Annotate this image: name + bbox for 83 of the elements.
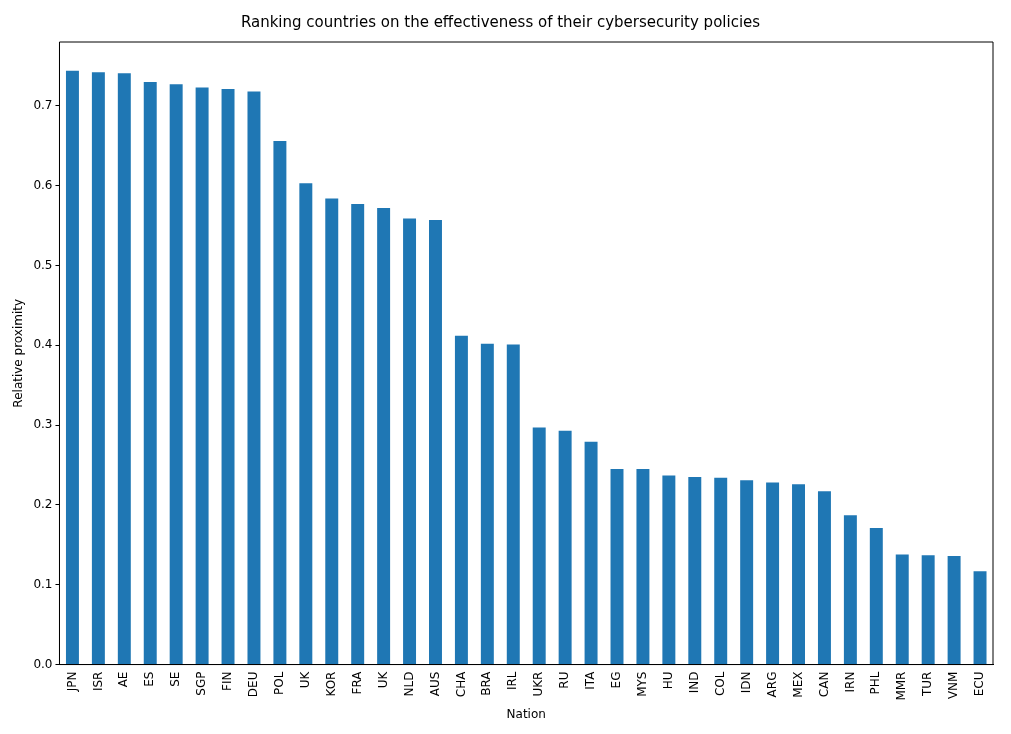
bar <box>973 571 987 665</box>
bar <box>817 491 831 665</box>
bar <box>947 556 961 665</box>
x-tick-label: TUR <box>920 671 935 698</box>
bar <box>403 218 417 665</box>
y-axis-title: Relative proximity <box>11 298 26 408</box>
x-tick-label: EG <box>609 671 624 689</box>
bar <box>895 554 909 665</box>
bar <box>454 335 468 665</box>
y-tick-label: 0.4 <box>33 337 53 352</box>
x-tick-label: AE <box>116 671 131 688</box>
y-tick-label: 0.6 <box>33 177 53 192</box>
y-tick-label: 0.1 <box>33 576 53 591</box>
bar <box>714 477 728 665</box>
bar <box>377 208 391 665</box>
x-tick-label: BRA <box>479 670 494 696</box>
x-tick-label: IND <box>686 671 701 694</box>
bar <box>273 140 287 665</box>
chart-title: Ranking countries on the effectiveness of their cybersecurity policies <box>240 12 761 31</box>
bar <box>610 469 624 665</box>
x-tick-label: MEX <box>790 671 805 698</box>
bar <box>221 89 235 665</box>
x-tick-label: HU <box>660 671 675 690</box>
x-tick-label: KOR <box>323 671 338 697</box>
bar <box>921 555 935 665</box>
x-tick-label: ARG <box>764 671 779 698</box>
bar <box>869 528 883 665</box>
bar <box>843 515 857 665</box>
x-tick-label: NLD <box>401 671 416 697</box>
x-tick-label: PHL <box>868 671 883 695</box>
y-tick-label: 0.2 <box>33 497 53 512</box>
bar <box>195 87 209 665</box>
bar <box>584 441 598 665</box>
x-tick-label: MYS <box>635 671 650 697</box>
x-tick-label: VNM <box>946 671 961 700</box>
bar <box>532 427 546 665</box>
bar <box>688 476 702 665</box>
bar <box>766 482 780 665</box>
y-tick-label: 0.3 <box>33 417 53 432</box>
x-tick-label: AUS <box>427 671 442 697</box>
x-tick-label: ES <box>142 671 157 687</box>
bar <box>91 72 105 665</box>
x-tick-label: CAN <box>816 671 831 698</box>
x-tick-label: UKR <box>531 671 546 697</box>
x-tick-label: IDN <box>738 671 753 694</box>
y-tick-label: 0.7 <box>33 97 53 112</box>
bar <box>325 198 339 665</box>
x-tick-label: SGP <box>194 671 209 696</box>
x-tick-label: JPN <box>64 671 79 693</box>
bar <box>558 430 572 665</box>
x-tick-label: UK <box>297 670 312 689</box>
bar <box>117 73 131 665</box>
x-tick-label: ISR <box>90 671 105 692</box>
x-tick-label: COL <box>712 671 727 697</box>
x-tick-label: IRN <box>842 671 857 693</box>
x-tick-label: RU <box>557 671 572 689</box>
x-tick-label: IRL <box>505 671 520 691</box>
bar <box>247 91 261 665</box>
x-tick-label: CHA <box>453 670 468 698</box>
x-tick-label: MMR <box>894 671 909 701</box>
x-tick-label: SE <box>168 671 183 687</box>
y-tick-label: 0.5 <box>33 257 53 272</box>
bar <box>299 183 313 665</box>
x-tick-label: POL <box>272 671 287 695</box>
bar <box>65 70 79 665</box>
x-tick-label: ITA <box>583 670 598 690</box>
x-tick-label: ECU <box>972 671 987 697</box>
bar <box>143 81 157 665</box>
bar <box>636 469 650 665</box>
bar <box>480 343 494 665</box>
x-tick-label: FRA <box>349 670 364 695</box>
x-tick-label: UK <box>375 670 390 689</box>
x-tick-label: DEU <box>246 671 261 698</box>
bar <box>429 219 442 665</box>
bar <box>169 84 183 665</box>
bar <box>792 484 805 665</box>
bar <box>740 480 754 665</box>
y-tick-label: 0.0 <box>33 656 53 671</box>
bar <box>351 204 365 665</box>
x-axis-title: Nation <box>506 706 546 721</box>
x-tick-label: FIN <box>220 671 235 691</box>
bar <box>506 344 520 665</box>
bar <box>662 475 676 665</box>
